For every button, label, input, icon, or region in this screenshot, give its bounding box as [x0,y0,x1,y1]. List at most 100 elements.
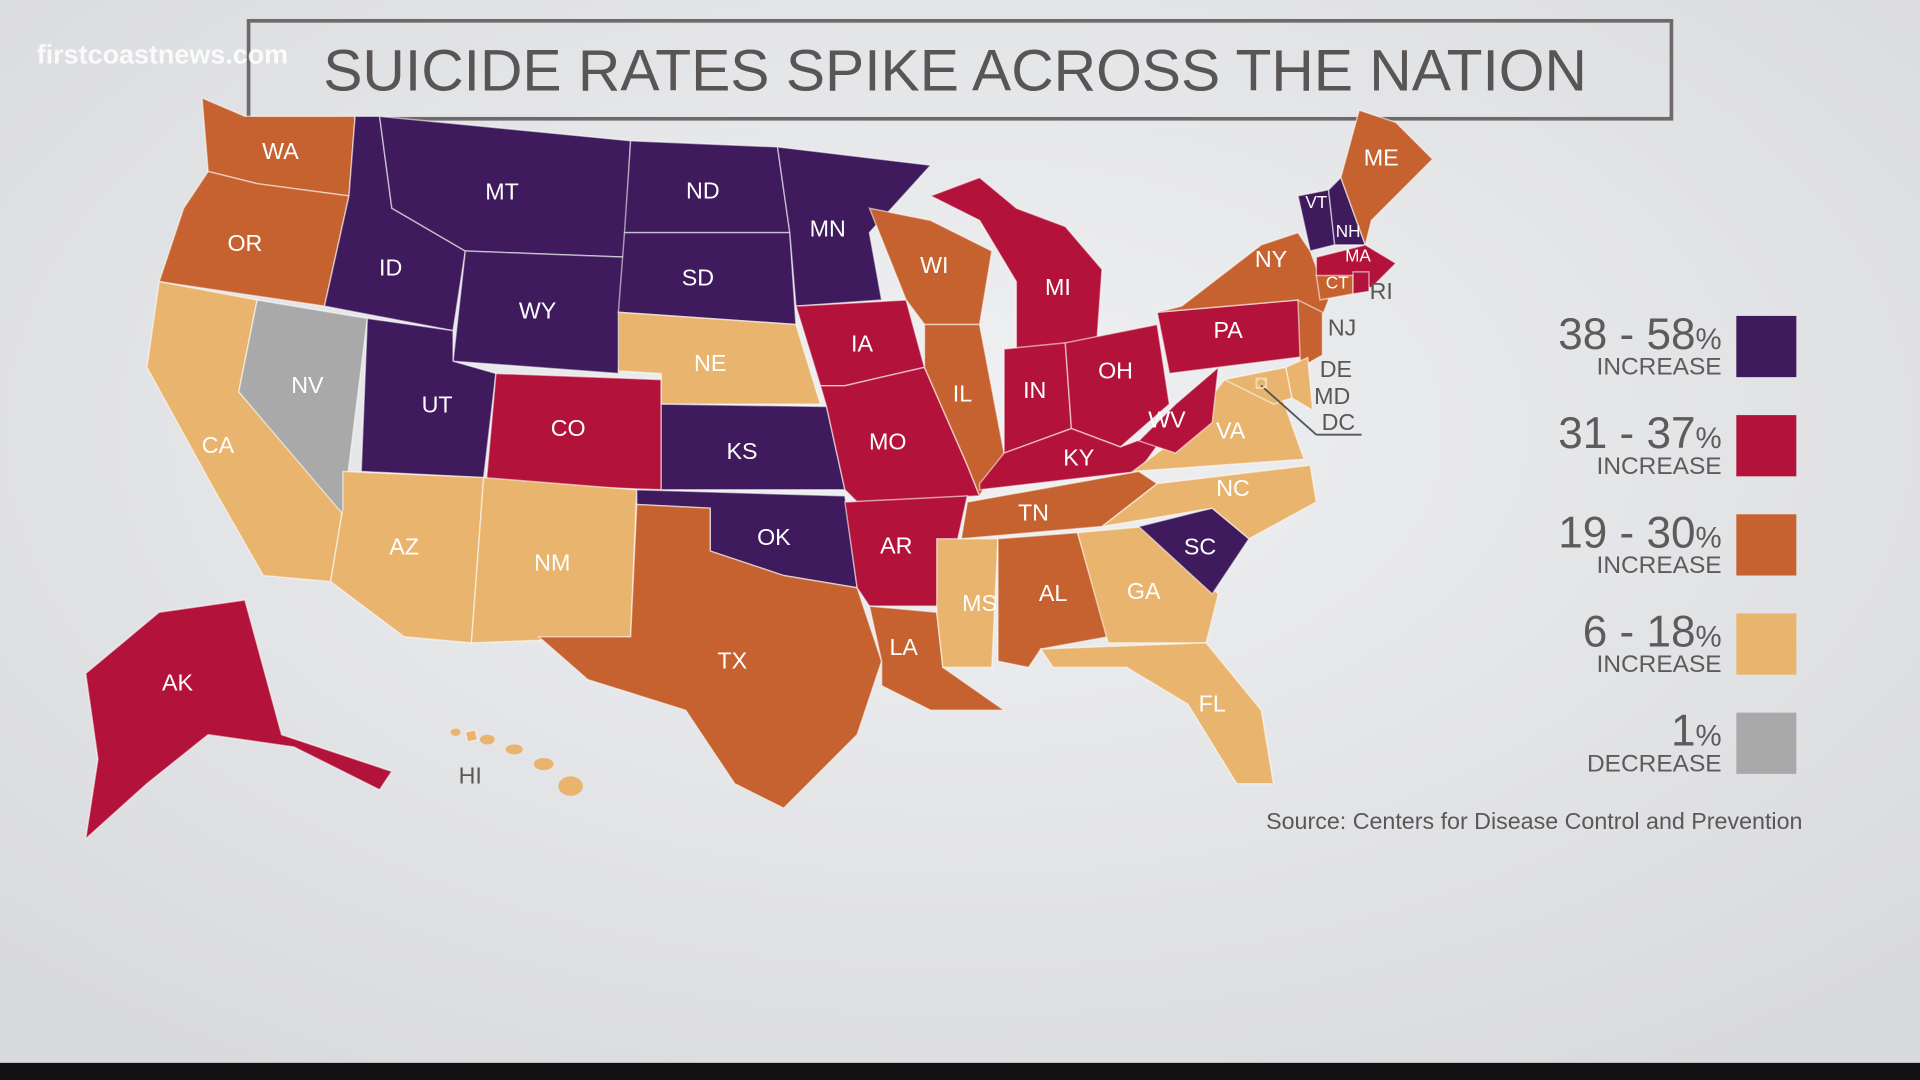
state-label-ne: NE [694,350,726,376]
legend-range: 19 - 30% [1558,508,1721,557]
legend-item-c2: 31 - 37%INCREASE [1558,409,1797,480]
states-layer [84,96,1434,841]
state-label-ma: MA [1345,246,1371,266]
state-labels: WA OR CA NV ID MT WY UT AZ CO NM ND SD NE KS OK TX MN IA MO… [162,138,1399,788]
state-mn [776,146,933,307]
legend-range: 38 - 58% [1558,310,1721,359]
legend-swatch [1736,514,1797,576]
state-label-mn: MN [810,215,846,241]
state-label-ks: KS [727,438,758,464]
legend-label: DECREASE [1587,750,1722,777]
state-label-wa: WA [262,138,299,164]
legend-label: INCREASE [1597,552,1722,579]
state-label-ar: AR [880,532,912,558]
state-label-ca: CA [202,432,235,458]
legend-item-c1: 38 - 58%INCREASE [1558,310,1797,381]
state-label-ms: MS [962,590,997,616]
state-label-in: IN [1023,377,1046,403]
state-hi-island [505,744,523,755]
state-label-ia: IA [851,330,873,356]
state-hi-island [533,757,554,771]
legend-swatch [1736,712,1797,774]
legend-swatch [1736,613,1797,675]
state-label-wv: WV [1148,406,1186,432]
state-label-nc: NC [1216,475,1250,501]
state-mi [928,176,1103,356]
state-label-ky: KY [1063,444,1094,470]
state-label-me: ME [1364,144,1399,170]
state-hi-island [480,734,495,745]
legend-item-c3: 19 - 30%INCREASE [1558,508,1797,579]
watermark: firstcoastnews.com [37,40,288,70]
state-label-id: ID [379,255,402,281]
dc-leader-line [1260,385,1317,436]
state-hi [464,728,479,743]
state-oh [1064,323,1171,448]
state-label-va: VA [1216,417,1246,443]
legend-label: INCREASE [1597,453,1722,480]
dc-marker [1255,377,1268,390]
state-label-nv: NV [291,372,324,398]
state-label-tx: TX [717,648,747,674]
state-label-sd: SD [682,264,714,290]
state-label-mt: MT [485,179,519,205]
state-hi-island [450,728,461,736]
state-ga [1076,525,1220,644]
legend-item-c5: 1%DECREASE [1587,707,1797,777]
state-label-or: OR [227,230,262,256]
state-tx [536,503,883,810]
state-label-nd: ND [686,177,720,203]
state-label-nh: NH [1336,221,1361,241]
state-nc [1101,464,1318,540]
state-label-wy: WY [519,297,556,323]
legend-range: 31 - 37% [1558,409,1721,458]
state-label-nm: NM [534,550,570,576]
source-note: Source: Centers for Disease Control and … [1266,808,1802,834]
state-label-sc: SC [1184,534,1216,560]
state-label-la: LA [889,634,918,660]
legend-label: INCREASE [1597,354,1722,381]
state-ny [1156,231,1330,333]
state-label-dc: DC [1322,409,1356,435]
legend-item-c4: 6 - 18%INCREASE [1583,608,1797,678]
state-label-ok: OK [757,524,791,550]
state-label-ak: AK [162,670,194,696]
state-label-nj: NJ [1328,315,1356,341]
state-label-co: CO [551,415,586,441]
state-label-fl: FL [1199,690,1226,716]
state-label-vt: VT [1305,192,1327,212]
state-fl [1039,642,1275,785]
title-box [246,18,1674,121]
state-label-ut: UT [422,392,453,418]
legend-range: 1% [1671,707,1722,756]
bottom-bar [0,1062,1920,1080]
state-ms [936,538,999,669]
state-label-ct: CT [1326,273,1349,293]
state-label-il: IL [953,381,972,407]
legend-swatch [1736,315,1797,378]
state-label-hi: HI [459,763,482,789]
state-ri [1352,271,1370,295]
state-label-md: MD [1314,383,1350,409]
state-label-wi: WI [920,252,948,278]
state-label-pa: PA [1214,317,1244,343]
legend-label: INCREASE [1597,651,1722,678]
state-label-ny: NY [1255,246,1287,272]
state-label-al: AL [1039,580,1068,606]
state-label-ga: GA [1127,578,1161,604]
map-title: SUICIDE RATES SPIKE ACROSS THE NATION [323,39,1587,104]
state-nj [1297,298,1324,369]
state-label-az: AZ [389,534,419,560]
state-ak [84,599,393,841]
state-label-tn: TN [1018,499,1049,525]
state-wy [452,250,626,375]
state-label-de: DE [1320,356,1352,382]
state-il [923,323,1005,498]
state-label-mi: MI [1045,274,1071,300]
state-label-oh: OH [1098,357,1133,383]
state-hi-island [558,776,583,796]
state-label-ri: RI [1370,278,1393,304]
state-wv [1137,365,1220,454]
